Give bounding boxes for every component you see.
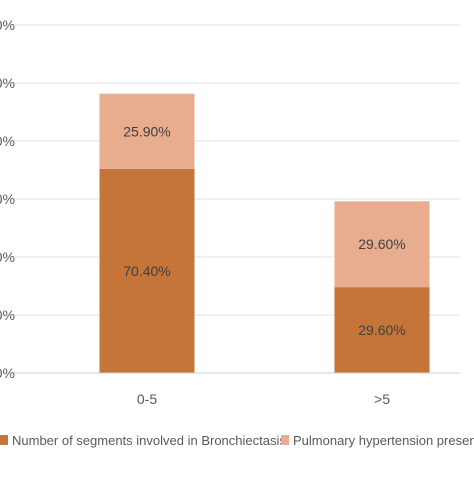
bar-segment-pulmonary-hypertension — [334, 201, 430, 288]
legend-swatch — [0, 435, 8, 445]
y-tick-label: 40% — [0, 249, 15, 265]
y-axis-tick-labels: 0% 20% 40% 60% 80% 100% 120% — [0, 17, 15, 381]
y-tick-label: 20% — [0, 307, 15, 323]
data-labels: 70.40% 25.90% 29.60% 29.60% — [123, 123, 405, 338]
legend-label: Number of segments involved in Bronchiec… — [12, 433, 286, 448]
bars — [99, 93, 430, 373]
y-tick-label: 0% — [0, 365, 15, 381]
data-label: 29.60% — [358, 236, 405, 252]
legend-swatch — [281, 435, 289, 445]
bar-segment-bronchiectasis — [99, 168, 195, 373]
y-tick-label: 100% — [0, 75, 15, 91]
data-label: 70.40% — [123, 263, 170, 279]
data-label: 25.90% — [123, 123, 170, 139]
x-axis-tick-labels: 0-5 >5 — [137, 391, 390, 407]
y-tick-label: 60% — [0, 191, 15, 207]
y-tick-label: 120% — [0, 17, 15, 33]
legend: Number of segments involved in Bronchiec… — [0, 433, 474, 448]
x-tick-label: 0-5 — [137, 391, 157, 407]
x-tick-label: >5 — [374, 391, 390, 407]
legend-label: Pulmonary hypertension present — [293, 433, 474, 448]
y-tick-label: 80% — [0, 133, 15, 149]
bar-segment-bronchiectasis — [334, 287, 430, 373]
bar-segment-pulmonary-hypertension — [99, 93, 195, 169]
data-label: 29.60% — [358, 322, 405, 338]
